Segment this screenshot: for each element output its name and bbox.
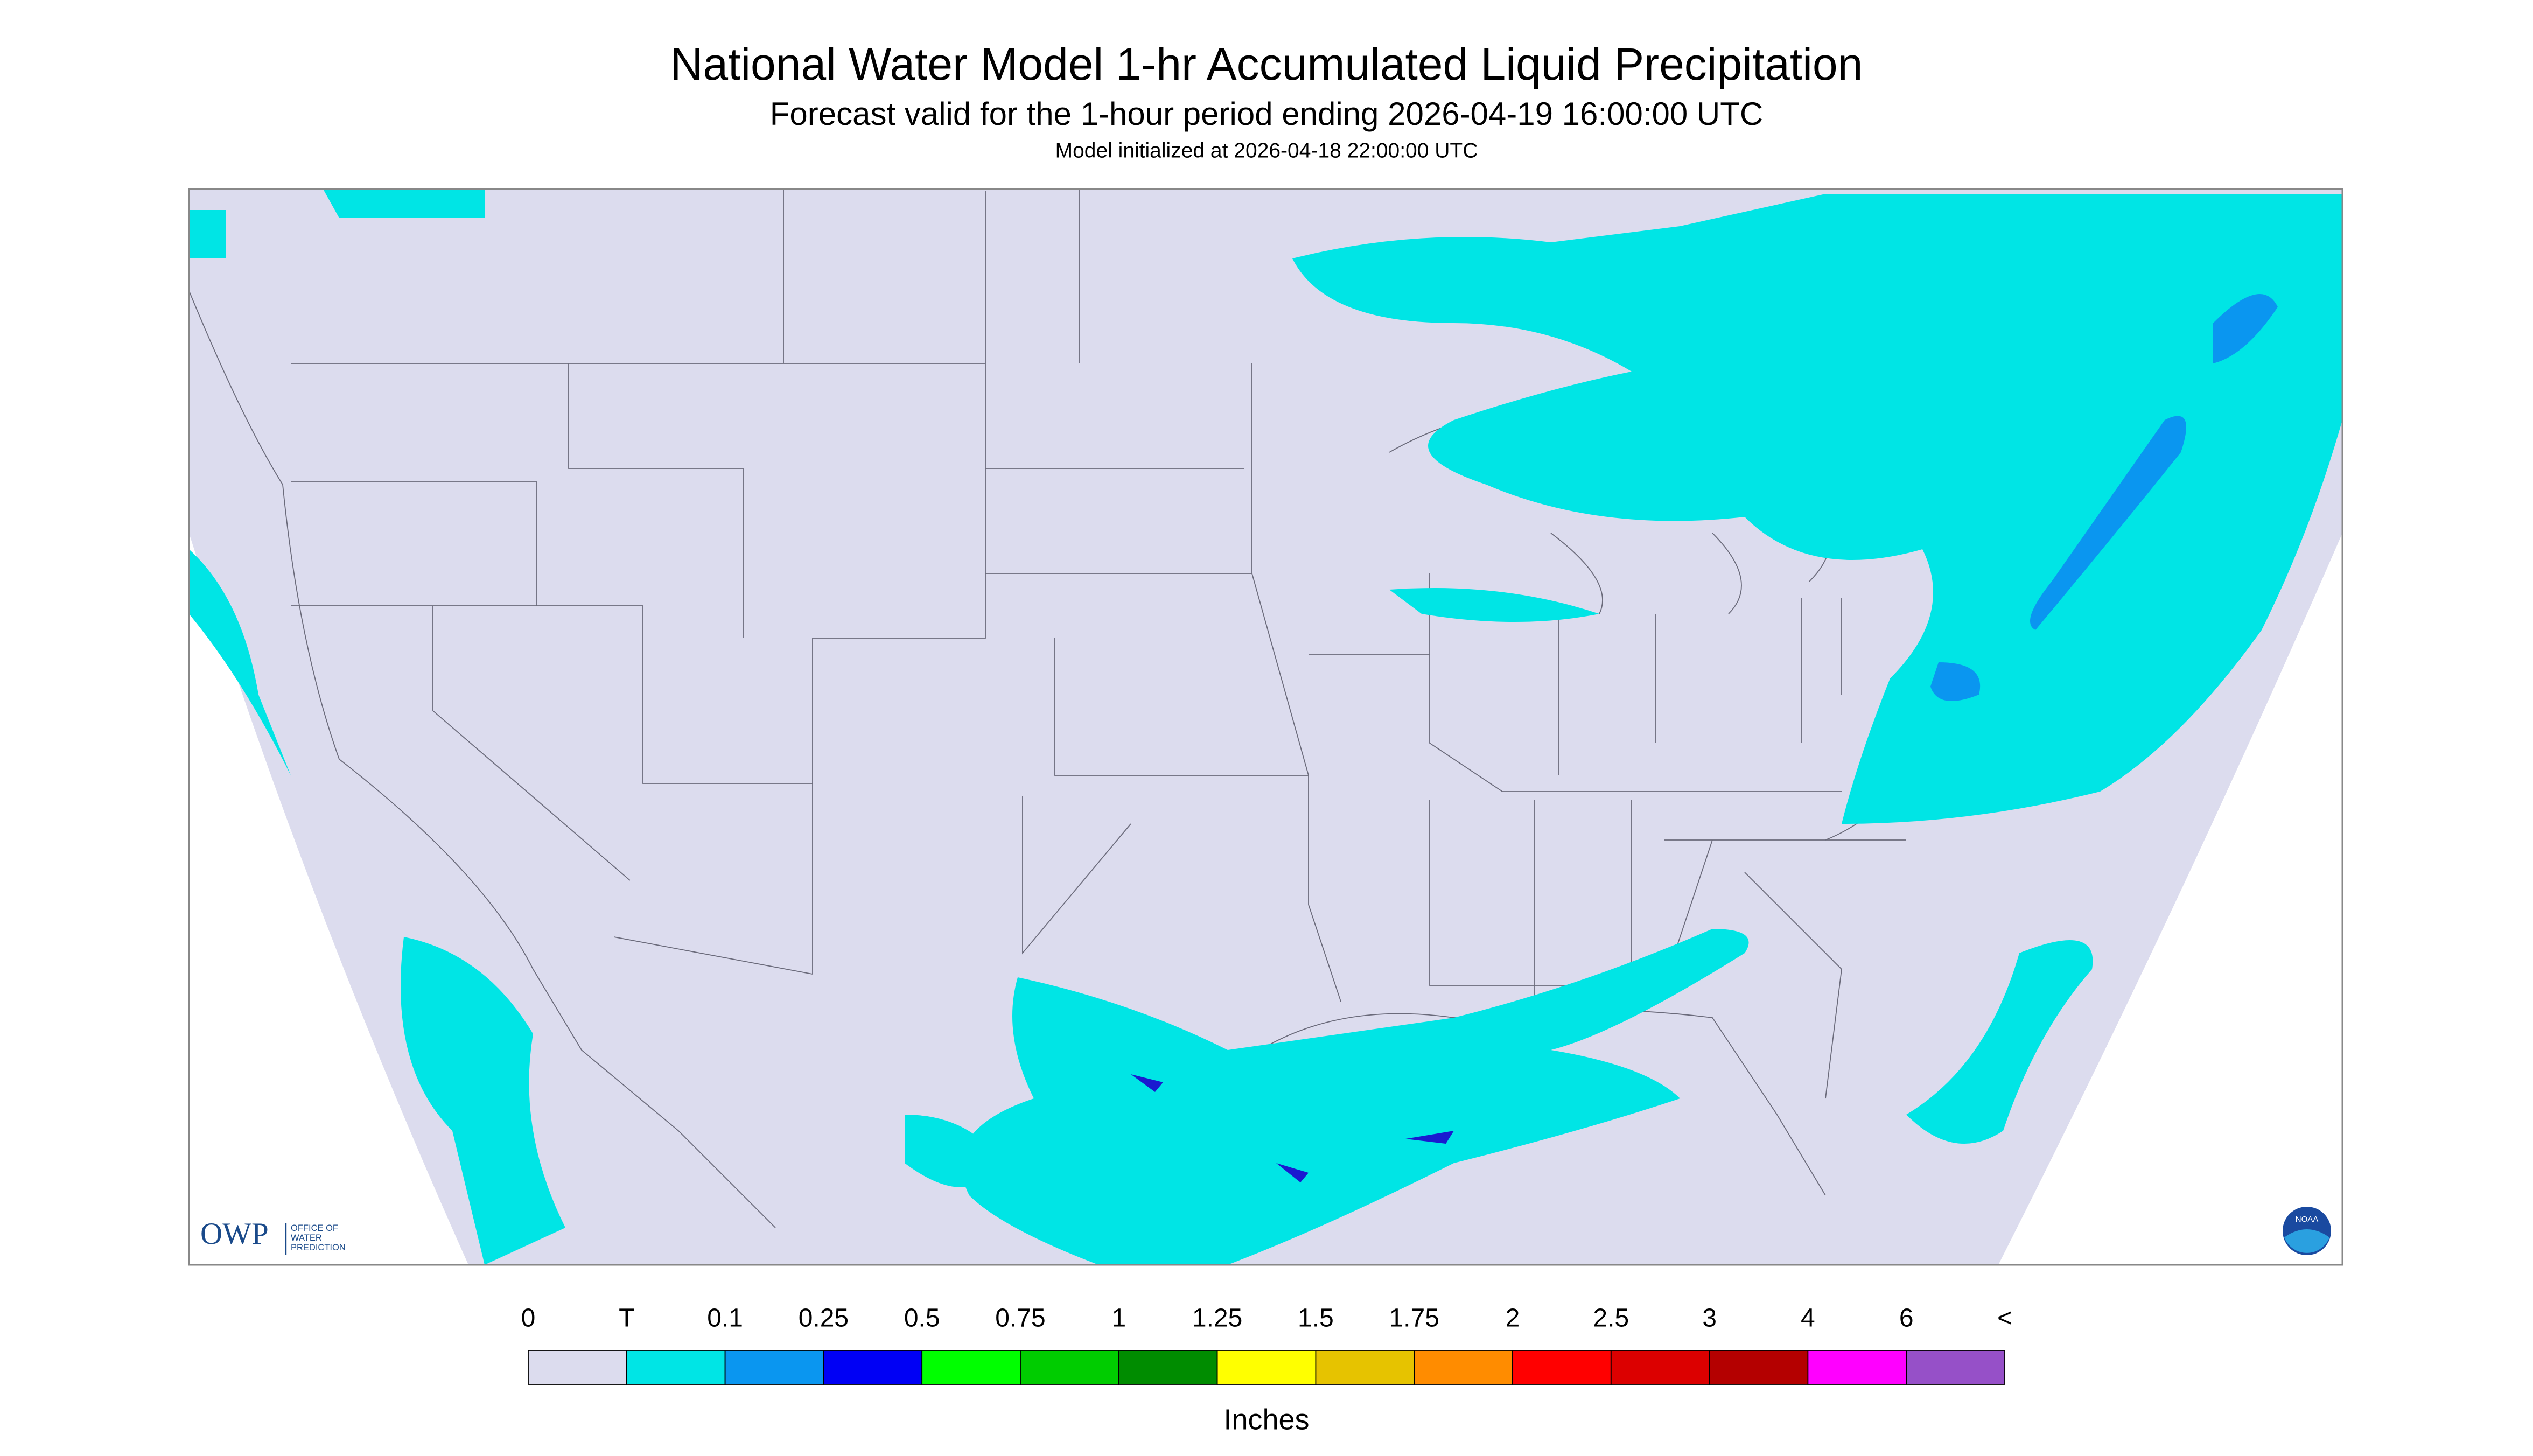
legend-label: 2.5 <box>1593 1304 1629 1333</box>
legend-label: 0.1 <box>707 1304 743 1333</box>
legend: 0 T 0.1 0.25 0.5 0.75 1 1.25 1.5 1.75 2 2.5 3 4 6 < <box>521 1304 2012 1385</box>
owp-subtext: PREDICTION <box>291 1243 346 1252</box>
legend-label: 3 <box>1702 1304 1717 1333</box>
legend-label: 0 <box>521 1304 536 1333</box>
legend-swatch <box>823 1350 923 1385</box>
legend-label: 4 <box>1801 1304 1815 1333</box>
legend-swatch <box>1118 1350 1218 1385</box>
legend-swatch <box>1709 1350 1809 1385</box>
legend-swatch <box>1414 1350 1513 1385</box>
legend-label: 1.75 <box>1389 1304 1439 1333</box>
legend-label: 1 <box>1111 1304 1126 1333</box>
legend-label: 0.5 <box>904 1304 940 1333</box>
legend-swatch <box>528 1350 627 1385</box>
owp-logo-text: OWP <box>200 1217 269 1251</box>
subtitle: Forecast valid for the 1-hour period end… <box>770 96 1763 132</box>
map-frame <box>188 188 2343 1266</box>
legend-swatch <box>921 1350 1021 1385</box>
legend-label: < <box>1997 1304 2012 1333</box>
legend-label: 1.25 <box>1192 1304 1242 1333</box>
legend-swatch <box>626 1350 726 1385</box>
legend-label: 6 <box>1899 1304 1914 1333</box>
legend-swatch <box>1807 1350 1907 1385</box>
noaa-wave <box>2284 1229 2329 1253</box>
title: National Water Model 1-hr Accumulated Li… <box>670 39 1863 89</box>
legend-label: 1.5 <box>1298 1304 1334 1333</box>
precip <box>189 189 2342 1265</box>
owp-logo: OWP OFFICE OF WATER PREDICTION <box>200 1217 346 1256</box>
owp-subtext: WATER <box>291 1233 322 1243</box>
owp-subtext: OFFICE OF <box>291 1223 338 1233</box>
legend-label: 0.75 <box>995 1304 1045 1333</box>
legend-label: T <box>619 1304 634 1333</box>
noaa-text: NOAA <box>2296 1215 2319 1224</box>
legend-swatch <box>1906 1350 2005 1385</box>
legend-swatch <box>1610 1350 1710 1385</box>
init-time: Model initialized at 2026-04-18 22:00:00… <box>1055 139 1478 162</box>
legend-label: 0.25 <box>799 1304 849 1333</box>
legend-units: Inches <box>1223 1403 1309 1436</box>
noaa-logo: NOAA <box>2283 1207 2331 1256</box>
legend-swatch <box>1216 1350 1317 1385</box>
legend-label: 2 <box>1506 1304 1520 1333</box>
legend-swatch <box>1315 1350 1415 1385</box>
legend-swatch <box>1020 1350 1119 1385</box>
legend-swatch <box>1512 1350 1612 1385</box>
map: OWP OFFICE OF WATER PREDICTION NOAA <box>188 188 2343 1266</box>
legend-swatch <box>724 1350 824 1385</box>
